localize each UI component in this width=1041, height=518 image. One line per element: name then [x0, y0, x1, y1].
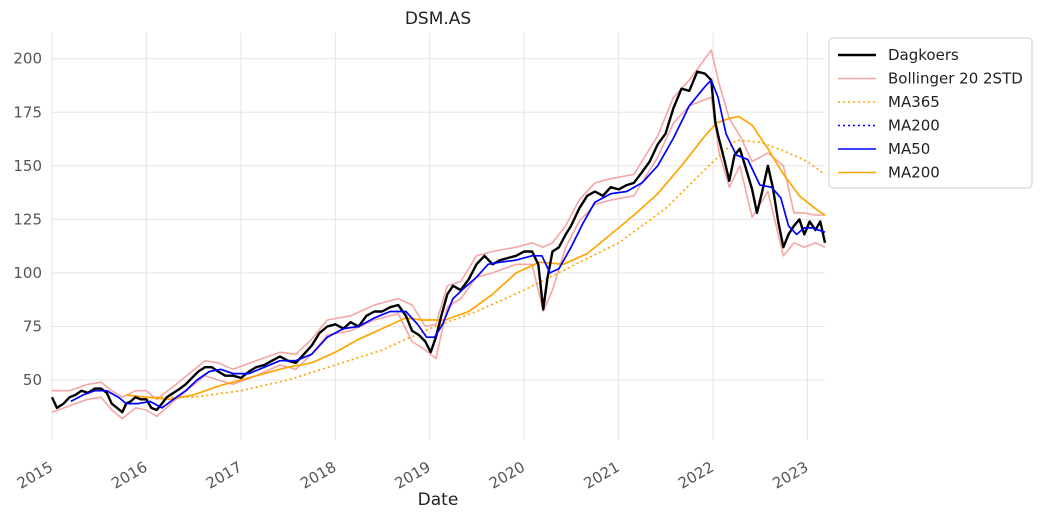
legend-label: MA200 — [888, 117, 940, 135]
series-ma200 — [126, 115, 826, 401]
legend-label: MA50 — [888, 140, 930, 158]
x-tick-label: 2019 — [392, 458, 434, 493]
legend-label: Bollinger 20 2STD — [888, 70, 1023, 88]
legend-label: MA365 — [888, 93, 940, 111]
x-tick-label: 2015 — [14, 458, 56, 493]
y-tick-label: 150 — [13, 157, 42, 175]
x-tick-label: 2022 — [675, 458, 717, 493]
series-bollinger-20-2std-lower — [51, 96, 826, 420]
x-tick-label: 2023 — [769, 458, 811, 493]
y-tick-label: 125 — [13, 210, 42, 228]
y-tick-label: 200 — [13, 50, 42, 68]
series-ma50 — [70, 79, 826, 409]
y-tick-label: 100 — [13, 264, 42, 282]
y-tick-label: 75 — [23, 317, 42, 335]
legend: Dagkoers Bollinger 20 2STD MA365 MA200 MA50 M… — [828, 37, 1033, 189]
y-tick-label: 175 — [13, 103, 42, 121]
chart-title: DSM.AS — [405, 9, 471, 29]
x-tick-label: 2017 — [203, 458, 245, 493]
series-ma365-dotted — [146, 139, 826, 399]
tick-labels: 50 75 100 125 150 175 200 2015 2016 2017 2018 2019 2… — [13, 50, 811, 493]
x-tick-label: 2020 — [486, 458, 528, 493]
series-bollinger-20-2std-upper — [52, 49, 825, 401]
legend-label: MA200 — [888, 164, 940, 182]
x-tick-label: 2018 — [297, 458, 339, 493]
x-tick-label: 2021 — [581, 458, 623, 493]
x-tick-label: 2016 — [108, 458, 150, 493]
grid — [51, 33, 825, 440]
y-tick-label: 50 — [23, 371, 42, 389]
legend-box — [828, 37, 1033, 189]
series-layer — [50, 49, 827, 420]
x-axis-label: Date — [418, 490, 459, 510]
legend-label: Dagkoers — [888, 46, 959, 64]
series-dagkoers — [50, 70, 827, 414]
